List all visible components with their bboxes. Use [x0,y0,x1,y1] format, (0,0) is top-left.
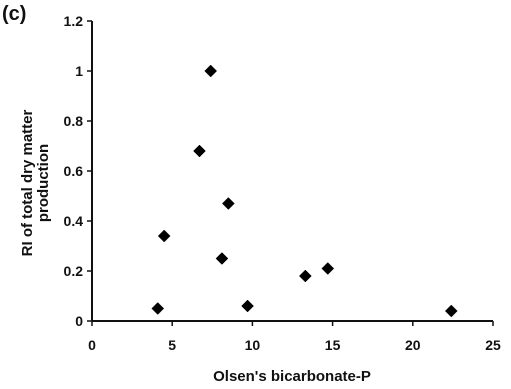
panel-label: (c) [2,3,26,25]
y-axis-title: RI of total dry matter production [19,109,52,256]
x-tick-label: 5 [168,337,176,353]
y-tick-label: 1 [75,63,83,79]
y-axis-title-line-2: production [35,144,52,222]
data-point-marker [321,262,335,275]
y-tick-label: 0.4 [64,213,84,229]
y-tick-label: 0.2 [64,263,84,279]
y-tick-label: 1.2 [64,13,84,29]
x-tick-label: 25 [485,337,501,353]
y-tick-label: 0 [75,313,83,329]
x-axis-title: Olsen's bicarbonate-P [213,368,371,385]
data-point-marker [298,269,312,283]
data-point-marker [193,144,206,158]
tick-labels: 0 0.2 0.4 0.6 0.8 1 1.2 0 5 10 15 20 25 [64,13,501,353]
data-point-marker [215,252,229,265]
data-point-marker [444,304,458,318]
axes [87,20,494,326]
data-point-marker [241,299,254,313]
x-tick-label: 0 [88,337,96,353]
y-axis-title-line-1: RI of total dry matter [19,109,36,256]
x-tick-label: 10 [245,337,261,353]
y-tick-label: 0.6 [64,163,84,179]
x-tick-label: 20 [405,337,421,353]
y-tick-label: 0.8 [64,113,84,129]
data-point-marker [204,64,218,78]
data-markers [151,64,458,318]
data-point-marker [221,197,235,210]
data-point-marker [151,302,165,315]
x-tick-label: 15 [325,337,341,353]
data-point-marker [157,229,171,243]
